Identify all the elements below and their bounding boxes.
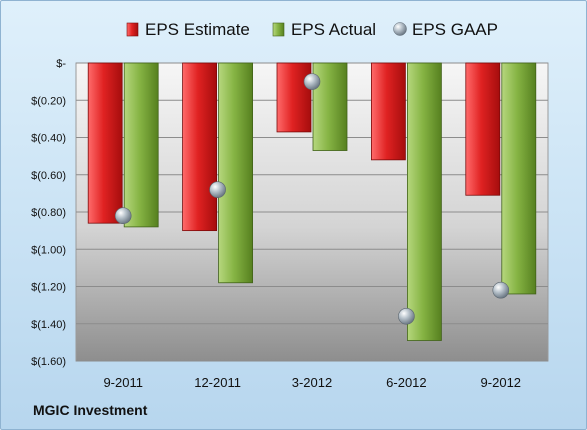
bar-eps-estimate	[465, 62, 501, 196]
y-tick-label: $(0.60)	[31, 170, 66, 182]
x-tick-label: 9-2012	[481, 375, 521, 390]
legend-label: EPS Estimate	[145, 20, 250, 39]
y-tick-label: $(0.40)	[31, 133, 66, 145]
bar-eps-estimate	[87, 62, 123, 224]
gaap-marker	[398, 307, 415, 325]
bar-eps-estimate	[370, 62, 406, 161]
gaap-marker	[209, 181, 226, 198]
legend-swatch	[272, 22, 285, 37]
x-axis: 9-2011 12-2011 3-2012 6-2012 9-2012	[103, 375, 521, 390]
y-axis: $- $(0.20) $(0.40) $(0.60) $(0.80) $(1.00) $(1…	[31, 58, 66, 368]
x-tick-label: 9-2011	[103, 375, 143, 390]
legend-swatch	[126, 22, 139, 37]
y-tick-label: $(1.00)	[31, 244, 66, 256]
y-tick-label: $(1.40)	[31, 319, 66, 331]
x-tick-label: 3-2012	[292, 375, 332, 390]
legend-label: EPS GAAP	[412, 20, 498, 39]
legend-swatch	[393, 22, 407, 36]
y-tick-label: $(0.80)	[31, 207, 66, 219]
gaap-markers	[114, 73, 510, 325]
legend: EPS Estimate EPS Actual EPS GAAP	[126, 20, 498, 39]
bar-eps-actual	[406, 62, 442, 341]
bars	[87, 62, 537, 341]
legend-label: EPS Actual	[291, 20, 376, 39]
x-tick-label: 6-2012	[386, 375, 426, 390]
bar-eps-actual	[312, 62, 348, 151]
bar-eps-actual	[218, 62, 254, 284]
y-tick-label: $(0.20)	[31, 95, 66, 107]
y-tick-label: $(1.60)	[31, 356, 66, 368]
gaap-marker	[492, 281, 510, 299]
bar-eps-estimate	[276, 62, 312, 133]
gaap-marker	[303, 73, 321, 90]
gaap-marker	[114, 207, 132, 225]
y-tick-label: $-	[56, 58, 66, 70]
company-name: MGIC Investment	[33, 402, 148, 418]
bar-eps-estimate	[182, 62, 218, 232]
y-tick-label: $(1.20)	[31, 282, 66, 294]
bar-eps-actual	[123, 62, 159, 228]
x-tick-label: 12-2011	[194, 375, 241, 390]
bar-eps-actual	[501, 62, 537, 295]
